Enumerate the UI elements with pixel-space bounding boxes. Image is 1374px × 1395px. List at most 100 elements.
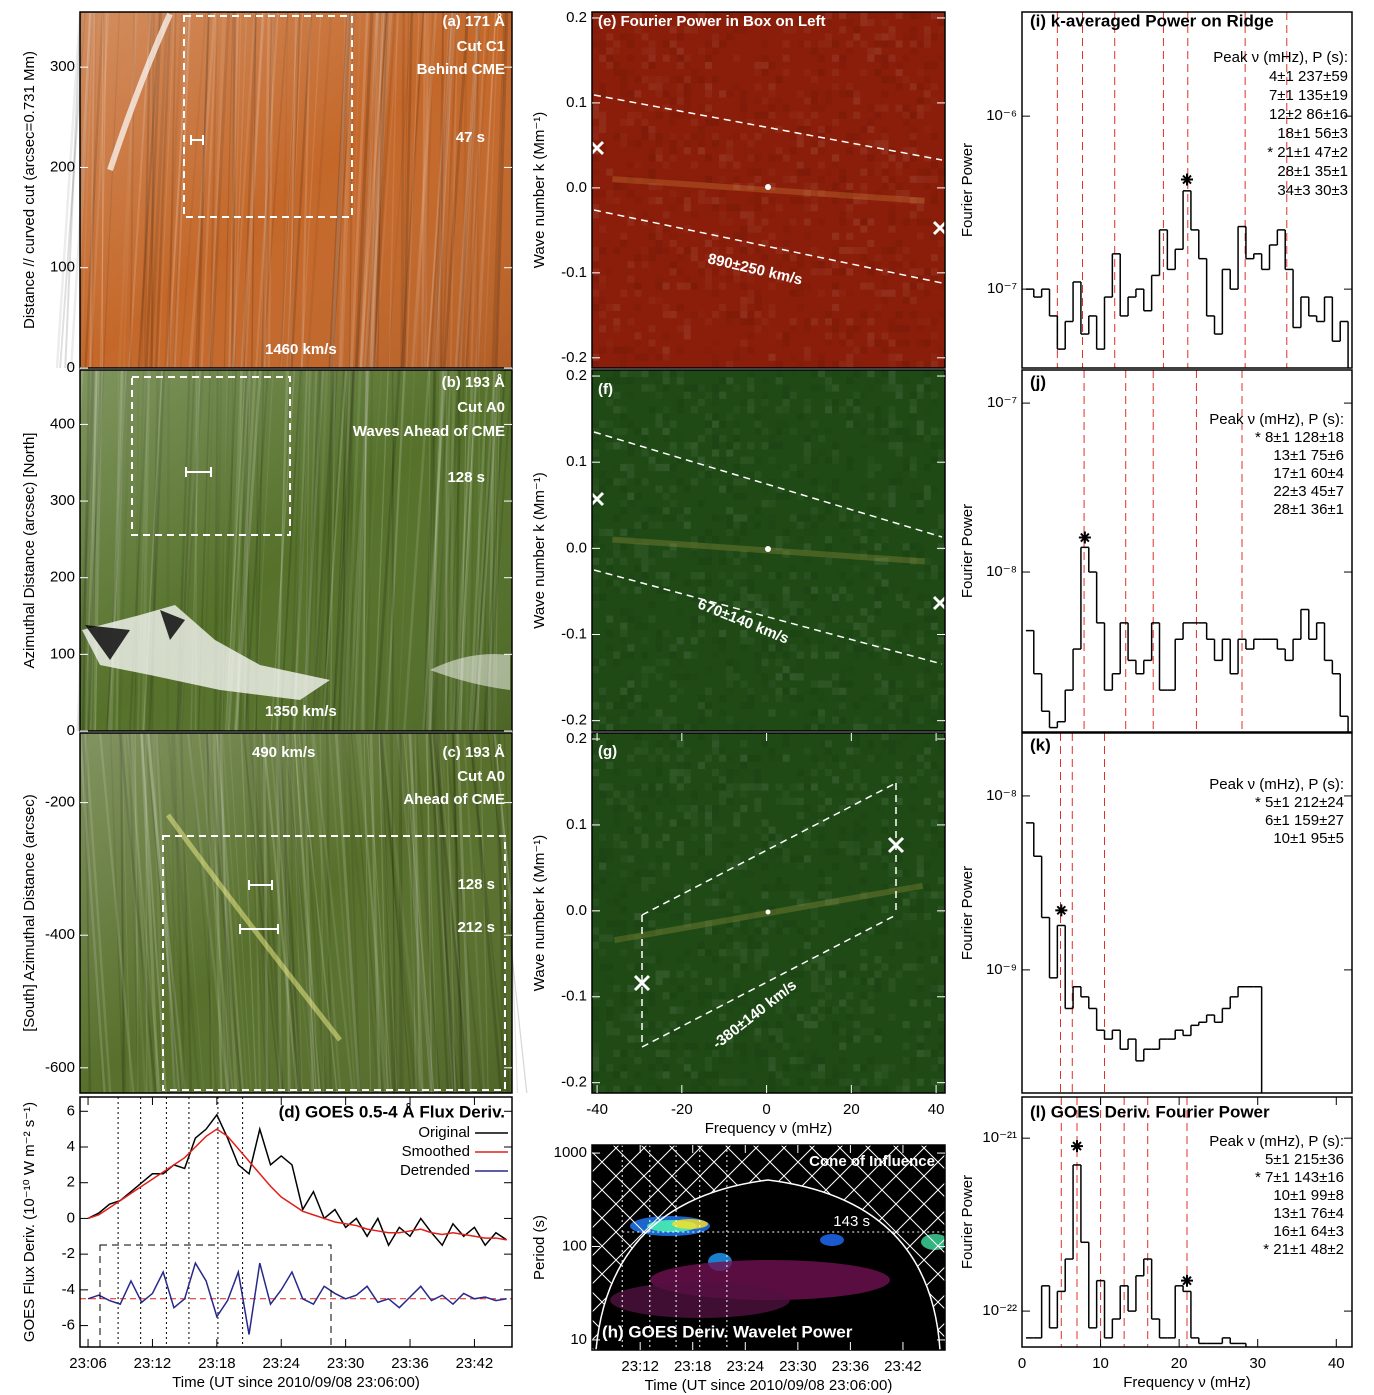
pixel <box>825 740 832 747</box>
pixel <box>874 1064 881 1071</box>
pixel <box>761 659 768 666</box>
pixel <box>917 717 924 724</box>
pixel <box>797 126 804 133</box>
pixel <box>698 48 705 55</box>
pixel <box>754 769 761 776</box>
pixel <box>613 478 620 485</box>
y-tick-label: 200 <box>50 158 75 175</box>
pixel <box>677 83 684 90</box>
pixel <box>776 464 783 471</box>
pixel <box>670 471 677 478</box>
pixel <box>712 652 719 659</box>
pixel <box>917 899 924 906</box>
pixel <box>889 1064 896 1071</box>
pixel <box>846 1014 853 1021</box>
pixel <box>733 572 740 579</box>
pixel <box>818 162 825 169</box>
pixel <box>924 594 931 601</box>
pixel <box>634 340 641 347</box>
pixel <box>719 942 726 949</box>
pixel <box>783 399 790 406</box>
pixel <box>924 218 931 225</box>
pixel <box>867 384 874 391</box>
pixel <box>620 855 627 862</box>
pixel <box>924 449 931 456</box>
pixel <box>726 769 733 776</box>
panel-title: (d) GOES 0.5-4 Å Flux Deriv. <box>279 1102 505 1121</box>
pixel <box>656 747 663 754</box>
pixel <box>705 558 712 565</box>
pixel <box>917 233 924 240</box>
pixel <box>691 211 698 218</box>
pixel <box>705 572 712 579</box>
pixel <box>606 999 613 1006</box>
pixel <box>754 154 761 161</box>
pixel <box>790 783 797 790</box>
pixel <box>648 920 655 927</box>
pixel <box>761 819 768 826</box>
pixel <box>761 644 768 651</box>
y-axis-label: Fourier Power <box>959 1175 976 1269</box>
pixel <box>592 268 599 275</box>
pixel <box>931 162 938 169</box>
pixel <box>592 105 599 112</box>
pixel <box>663 332 670 339</box>
pixel <box>931 652 938 659</box>
pixel <box>719 791 726 798</box>
pixel <box>832 1021 839 1028</box>
pixel <box>648 133 655 140</box>
pixel <box>740 942 747 949</box>
pixel <box>804 126 811 133</box>
pixel <box>747 311 754 318</box>
pixel <box>769 709 776 716</box>
pixel <box>825 507 832 514</box>
pixel <box>733 478 740 485</box>
pixel <box>592 133 599 140</box>
pixel <box>889 630 896 637</box>
x-tick-label: 23:42 <box>884 1358 922 1375</box>
pixel <box>641 247 648 254</box>
pixel <box>938 347 945 354</box>
pixel <box>733 435 740 442</box>
pixel <box>776 783 783 790</box>
y-tick-label: 0.1 <box>566 453 587 470</box>
pixel <box>860 428 867 435</box>
pixel <box>783 791 790 798</box>
pixel <box>599 543 606 550</box>
pixel <box>656 978 663 985</box>
pixel <box>656 421 663 428</box>
pixel <box>634 290 641 297</box>
pixel <box>670 594 677 601</box>
pixel <box>740 1050 747 1057</box>
pixel <box>663 783 670 790</box>
pixel <box>698 999 705 1006</box>
pixel <box>860 1079 867 1086</box>
pixel <box>754 421 761 428</box>
pixel <box>790 920 797 927</box>
pixel <box>613 1086 620 1093</box>
pixel <box>790 428 797 435</box>
pixel <box>825 126 832 133</box>
pixel <box>917 325 924 332</box>
pixel <box>712 40 719 47</box>
pixel <box>634 942 641 949</box>
pixel <box>931 762 938 769</box>
pixel <box>839 290 846 297</box>
pixel <box>860 226 867 233</box>
pixel <box>790 325 797 332</box>
pixel <box>797 1014 804 1021</box>
pixel <box>698 399 705 406</box>
pixel <box>726 318 733 325</box>
pixel <box>832 601 839 608</box>
pixel <box>924 493 931 500</box>
pixel <box>684 83 691 90</box>
pixel <box>832 1064 839 1071</box>
pixel <box>740 247 747 254</box>
annotation: (e) Fourier Power in Box on Left <box>598 13 826 30</box>
pixel <box>804 1035 811 1042</box>
panel-title: (h) GOES Deriv. Wavelet Power <box>602 1322 853 1341</box>
pixel <box>881 791 888 798</box>
pixel <box>733 812 740 819</box>
pixel <box>719 695 726 702</box>
pixel <box>874 543 881 550</box>
